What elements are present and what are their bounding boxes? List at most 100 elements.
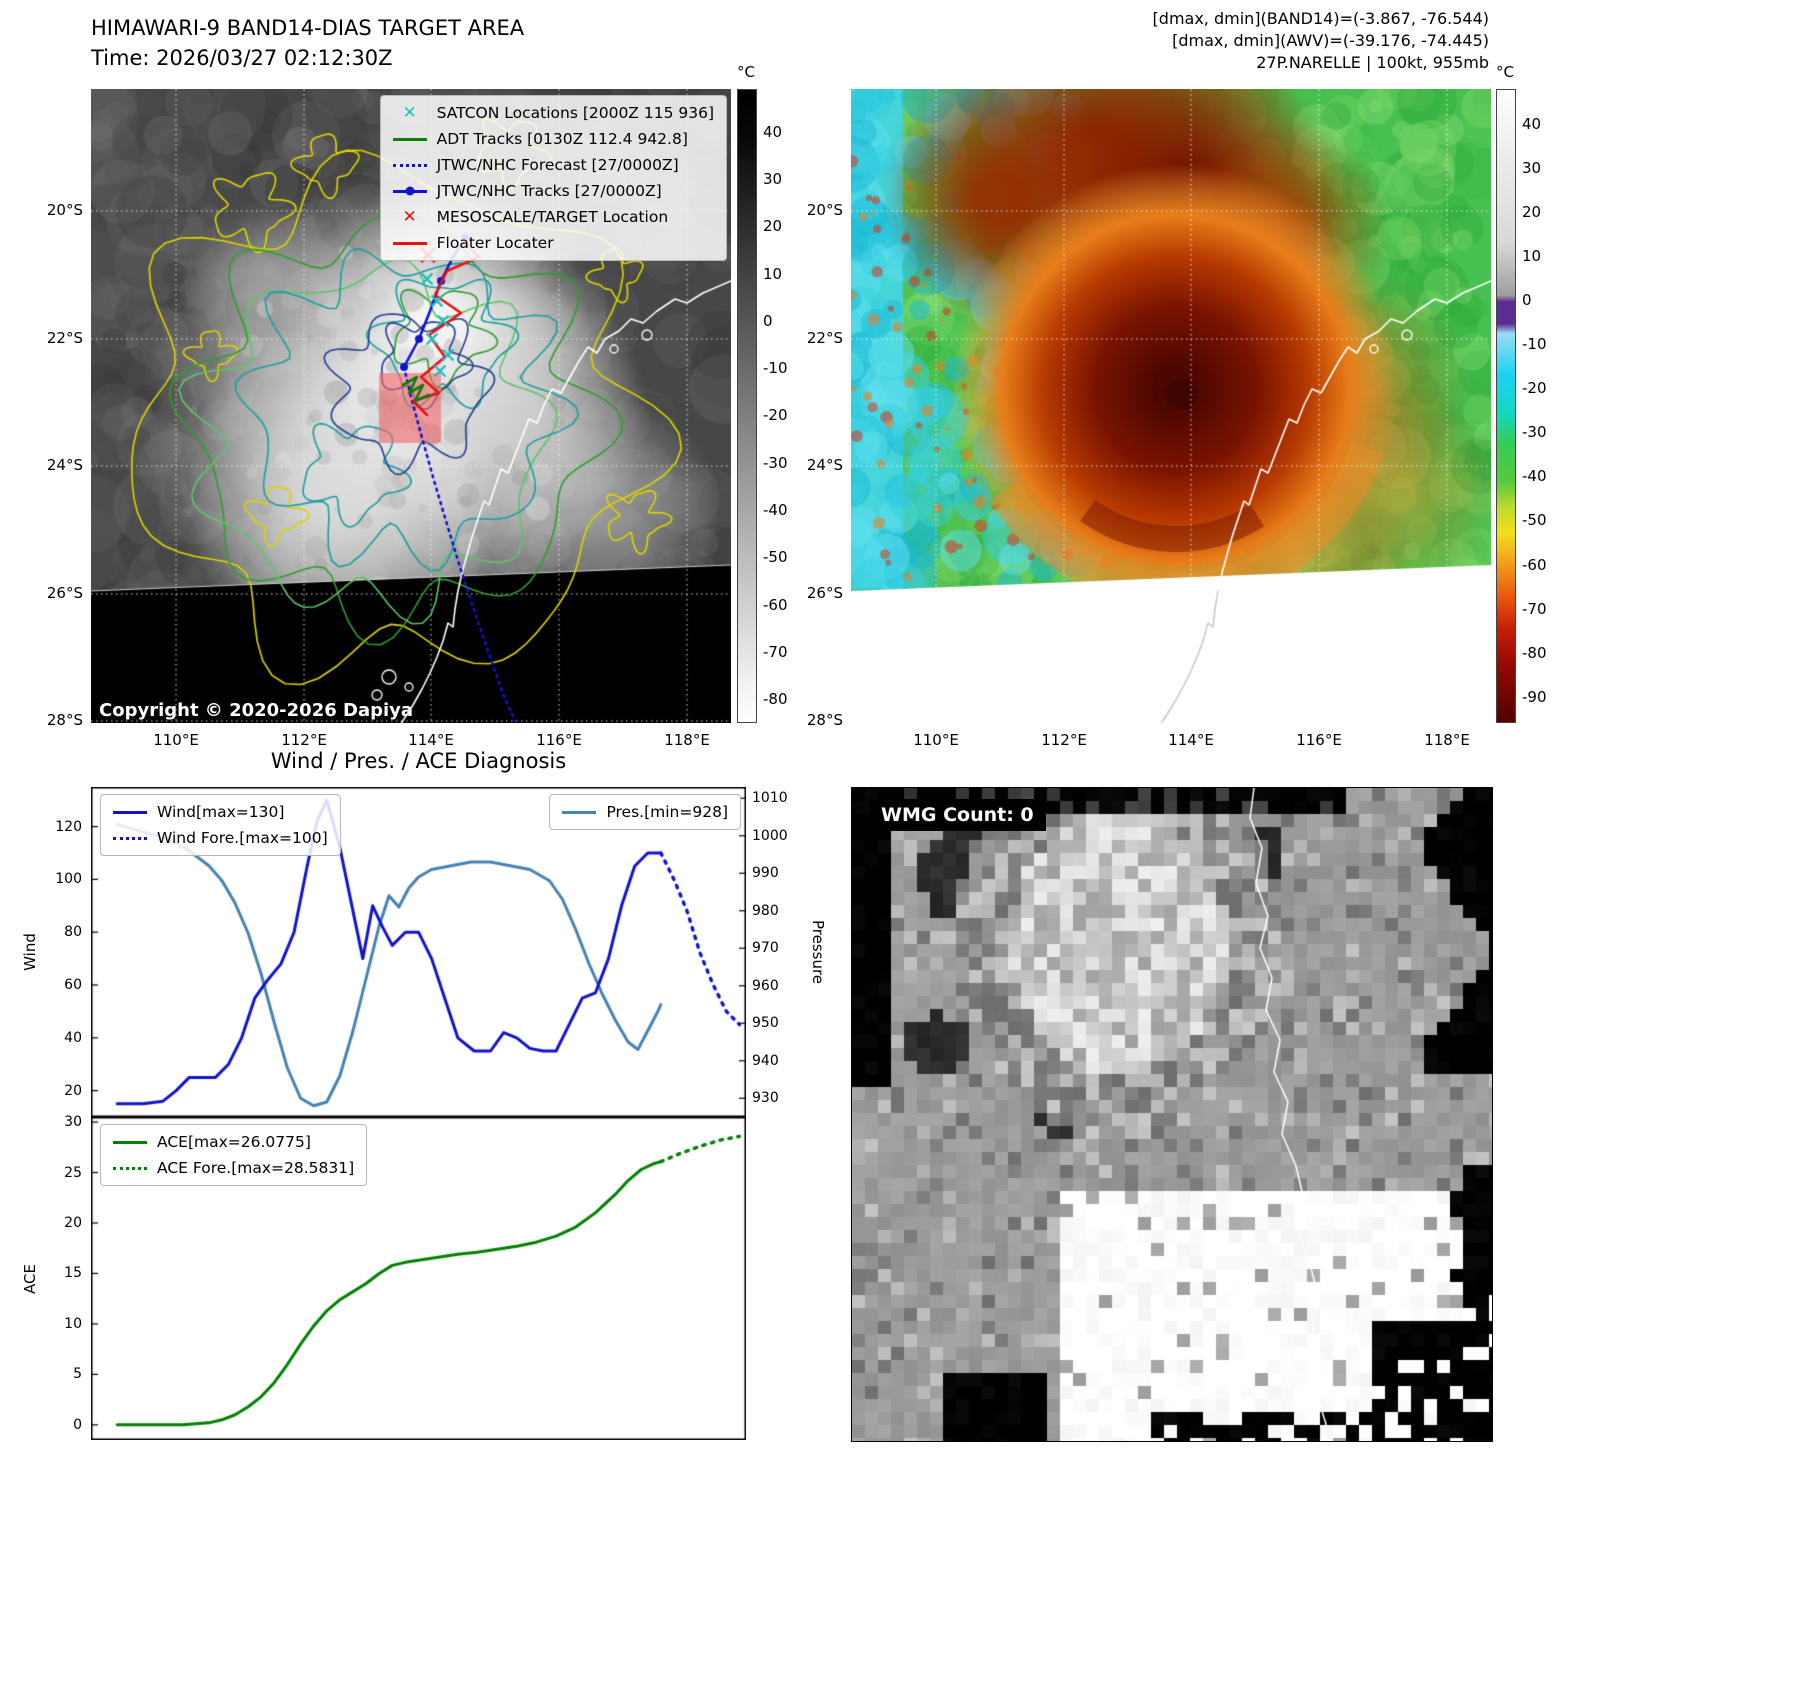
legend-item: Pres.[min=928] — [562, 803, 728, 821]
tr-colorbar-tick: 0 — [1522, 291, 1532, 310]
wind-ytick: 100 — [55, 871, 82, 888]
legend-label: ACE Fore.[max=28.5831] — [157, 1159, 355, 1177]
pressure-ytick: 940 — [752, 1052, 779, 1069]
tl-title: HIMAWARI-9 BAND14-DIAS TARGET AREA — [91, 16, 525, 40]
legend-item: Wind[max=130] — [113, 803, 328, 821]
tr-lat-tick: 24°S — [806, 456, 843, 474]
storm-name-intensity-text: 27P.NARELLE | 100kt, 955mb — [1256, 53, 1489, 72]
legend-label: MESOSCALE/TARGET Location — [436, 208, 669, 226]
tr-lon-tick: 112°E — [1041, 731, 1087, 749]
wind-legend: Wind[max=130] Wind Fore.[max=100] — [100, 794, 341, 856]
wind-ytick: 60 — [64, 977, 82, 993]
tl-colorbar-tick: 40 — [763, 122, 783, 141]
legend-label: Pres.[min=928] — [606, 803, 728, 821]
tl-colorbar-tick: 20 — [763, 217, 783, 236]
copyright-text: Copyright © 2020-2026 Dapiya — [99, 700, 414, 721]
tr-colorbar-tick: -20 — [1522, 379, 1547, 398]
wind-ytick: 40 — [64, 1029, 82, 1046]
ace-ytick: 20 — [64, 1214, 82, 1231]
tl-colorbar-tick: -30 — [763, 453, 788, 472]
pressure-ytick: 970 — [752, 940, 779, 957]
tl-lat-tick: 20°S — [46, 201, 83, 219]
ace-ytick: 0 — [73, 1416, 82, 1433]
tl-map-legend: ✕ SATCON Locations [2000Z 115 936] ADT Tra… — [379, 95, 727, 261]
tr-colorbar-tick: -70 — [1522, 599, 1547, 618]
tl-lat-tick: 28°S — [46, 711, 83, 729]
legend-item: ✕ SATCON Locations [2000Z 115 936] — [393, 103, 715, 123]
tr-header: [dmax, dmin](BAND14)=(-3.867, -76.544) [… — [1153, 8, 1489, 74]
tl-colorbar-tick: -20 — [763, 406, 788, 425]
diagnosis-chart-title: Wind / Pres. / ACE Diagnosis — [270, 749, 567, 773]
tr-lon-tick: 114°E — [1168, 731, 1214, 749]
dotted-line-marker-icon — [113, 1160, 147, 1176]
ace-ytick: 30 — [64, 1114, 82, 1131]
tl-colorbar-tick: 30 — [763, 169, 783, 188]
ace-axis-label: ACE — [21, 1264, 39, 1294]
tl-lon-tick: 112°E — [281, 731, 327, 749]
wind-ytick: 20 — [64, 1082, 82, 1099]
tr-lon-tick: 116°E — [1296, 731, 1342, 749]
tl-colorbar-tick: -40 — [763, 501, 788, 520]
wind-ytick: 80 — [64, 924, 82, 941]
tr-colorbar-tick: 20 — [1522, 203, 1542, 222]
legend-item: ✕ MESOSCALE/TARGET Location — [393, 208, 714, 226]
pressure-ytick: 980 — [752, 902, 779, 919]
tl-lon-tick: 118°E — [664, 731, 710, 749]
pressure-ytick: 990 — [752, 865, 779, 882]
ace-ytick: 15 — [64, 1265, 82, 1282]
tl-lon-tick: 116°E — [536, 731, 582, 749]
ace-legend: ACE[max=26.0775] ACE Fore.[max=28.5831] — [100, 1124, 368, 1186]
x-marker-icon: ✕ — [402, 103, 417, 123]
tr-colorbar-tick: -30 — [1522, 423, 1547, 442]
tl-lat-tick: 26°S — [46, 584, 83, 602]
line-marker-icon — [392, 131, 427, 147]
pressure-ytick: 960 — [752, 977, 779, 994]
legend-item: ACE Fore.[max=28.5831] — [113, 1159, 354, 1177]
legend-item: JTWC/NHC Tracks [27/0000Z] — [392, 182, 714, 200]
dotted-line-marker-icon — [392, 157, 427, 173]
line-marker-icon — [113, 1134, 147, 1150]
tr-colorbar-tick: -50 — [1522, 511, 1547, 530]
wind-axis-label: Wind — [21, 933, 39, 971]
legend-label: Wind[max=130] — [157, 803, 285, 821]
pressure-ytick: 930 — [752, 1090, 779, 1107]
tr-colorbar-unit: °C — [1496, 63, 1514, 81]
tr-colorbar-tick: -90 — [1522, 687, 1547, 706]
tr-lat-tick: 20°S — [806, 201, 843, 219]
line-marker-icon — [562, 804, 597, 820]
wmg-count-label: WMG Count: 0 — [869, 799, 1046, 831]
tl-colorbar-tick: -50 — [763, 548, 788, 567]
legend-label: JTWC/NHC Forecast [27/0000Z] — [436, 156, 679, 174]
tl-colorbar-tick: 10 — [763, 264, 783, 283]
tr-colorbar-tick: -10 — [1522, 335, 1547, 354]
tl-lon-tick: 110°E — [153, 731, 199, 749]
legend-item: Wind Fore.[max=100] — [113, 829, 328, 847]
tr-lat-tick: 26°S — [806, 584, 843, 602]
ace-ytick: 25 — [64, 1164, 82, 1181]
dmax-dmin-awv-text: [dmax, dmin](AWV)=(-39.176, -74.445) — [1172, 31, 1489, 50]
tr-lat-tick: 28°S — [806, 711, 843, 729]
tl-lat-tick: 24°S — [46, 456, 83, 474]
legend-label: ADT Tracks [0130Z 112.4 942.8] — [436, 130, 688, 148]
legend-item: ADT Tracks [0130Z 112.4 942.8] — [392, 130, 714, 148]
legend-label: Wind Fore.[max=100] — [157, 829, 328, 847]
tr-lon-tick: 110°E — [913, 731, 959, 749]
legend-label: ACE[max=26.0775] — [157, 1133, 311, 1151]
x-marker-icon: ✕ — [402, 207, 417, 227]
tr-colorbar-tick: -40 — [1522, 467, 1547, 486]
wind-pressure-ace-chart — [91, 787, 746, 1440]
tr-colorbar-tick: -80 — [1522, 643, 1547, 662]
pressure-ytick: 950 — [752, 1015, 779, 1032]
tr-colorbar-tick: 10 — [1522, 247, 1542, 266]
legend-item: Floater Locater — [392, 234, 714, 252]
tl-colorbar-unit: °C — [737, 63, 755, 81]
legend-item: JTWC/NHC Forecast [27/0000Z] — [392, 156, 714, 174]
tl-colorbar-tick: -80 — [763, 690, 788, 709]
tl-lon-tick: 114°E — [408, 731, 454, 749]
tl-time-subtitle: Time: 2026/03/27 02:12:30Z — [91, 46, 393, 70]
pressure-axis-label: Pressure — [809, 919, 827, 985]
tr-lon-tick: 118°E — [1424, 731, 1470, 749]
tl-colorbar — [737, 89, 757, 723]
ace-ytick: 10 — [64, 1315, 82, 1332]
